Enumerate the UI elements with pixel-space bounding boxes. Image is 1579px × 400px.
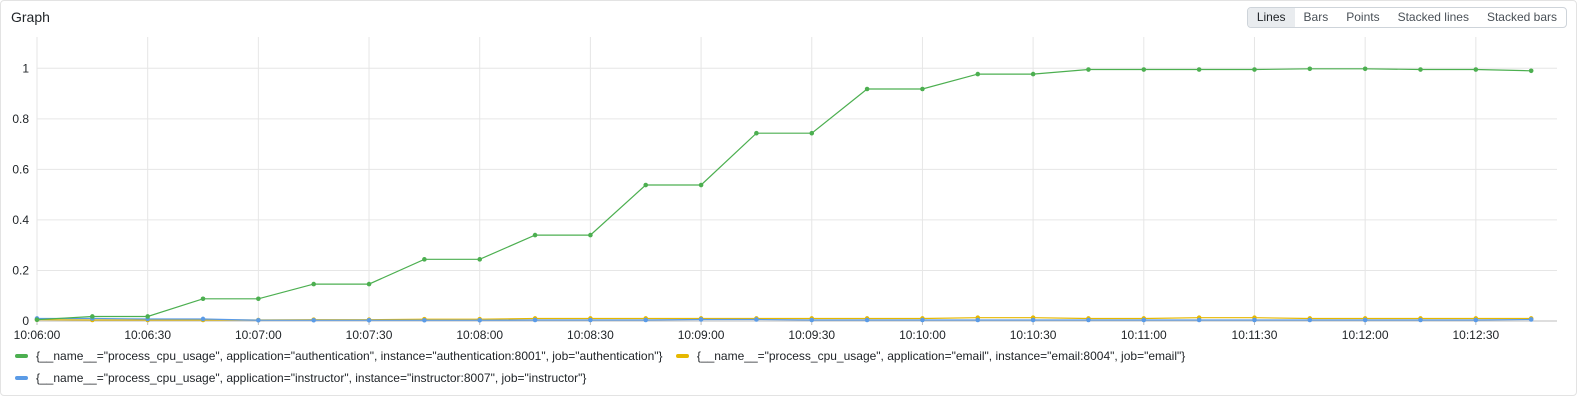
legend-label: {__name__="process_cpu_usage", applicati… <box>36 349 663 363</box>
data-point-instructor <box>1031 318 1036 323</box>
data-point-authentication <box>754 131 759 136</box>
data-point-authentication <box>90 314 95 319</box>
data-point-instructor <box>975 318 980 323</box>
data-point-instructor <box>477 318 482 323</box>
data-point-authentication <box>699 183 704 188</box>
legend-swatch <box>676 354 689 358</box>
y-tick-label: 0.6 <box>12 162 29 176</box>
data-point-authentication <box>1529 69 1534 74</box>
data-point-authentication <box>809 131 814 136</box>
data-point-authentication <box>367 282 372 287</box>
data-point-instructor <box>754 317 759 322</box>
data-point-instructor <box>865 318 870 323</box>
data-point-authentication <box>422 257 427 262</box>
data-point-instructor <box>1197 318 1202 323</box>
x-tick-label: 10:07:00 <box>235 328 282 341</box>
data-point-instructor <box>588 318 593 323</box>
data-point-authentication <box>920 87 925 92</box>
legend-item-email[interactable]: {__name__="process_cpu_usage", applicati… <box>676 345 1185 367</box>
data-point-instructor <box>1252 318 1257 323</box>
y-tick-label: 0 <box>22 314 29 328</box>
x-tick-label: 10:08:00 <box>456 328 503 341</box>
data-point-authentication <box>1363 66 1368 71</box>
y-tick-label: 1 <box>22 61 29 75</box>
data-point-instructor <box>699 317 704 322</box>
data-point-instructor <box>920 318 925 323</box>
data-point-authentication <box>1252 67 1257 72</box>
x-tick-label: 10:12:30 <box>1452 328 1499 341</box>
legend-item-authentication[interactable]: {__name__="process_cpu_usage", applicati… <box>15 345 663 367</box>
y-tick-label: 0.2 <box>12 263 29 277</box>
data-point-authentication <box>1031 72 1036 77</box>
data-point-authentication <box>533 233 538 238</box>
legend-swatch <box>15 354 28 358</box>
data-point-authentication <box>1086 67 1091 72</box>
x-tick-label: 10:12:00 <box>1342 328 1389 341</box>
data-point-instructor <box>1418 318 1423 323</box>
chart-legend: {__name__="process_cpu_usage", applicati… <box>15 345 1555 389</box>
data-point-authentication <box>1418 67 1423 72</box>
data-point-authentication <box>975 72 980 77</box>
data-point-authentication <box>865 87 870 92</box>
x-tick-label: 10:10:00 <box>899 328 946 341</box>
data-point-instructor <box>1086 318 1091 323</box>
data-point-instructor <box>809 318 814 323</box>
y-tick-label: 0.8 <box>12 112 29 126</box>
data-point-instructor <box>422 318 427 323</box>
data-point-instructor <box>1529 317 1534 322</box>
data-point-authentication <box>477 257 482 262</box>
data-point-authentication <box>145 314 150 319</box>
data-point-authentication <box>311 282 316 287</box>
data-point-authentication <box>256 296 261 301</box>
data-point-authentication <box>1474 67 1479 72</box>
data-point-instructor <box>1141 318 1146 323</box>
data-point-instructor <box>643 318 648 323</box>
data-point-instructor <box>1363 318 1368 323</box>
data-point-instructor <box>367 318 372 323</box>
series-line-authentication <box>37 69 1531 320</box>
data-point-instructor <box>311 318 316 323</box>
x-tick-label: 10:06:00 <box>14 328 61 341</box>
y-tick-label: 0.4 <box>12 213 29 227</box>
data-point-authentication <box>643 183 648 188</box>
line-chart[interactable]: 0 0.2 0.4 0.6 0.8 1 10:06:00 10:06:30 10:07:00 10… <box>1 1 1578 341</box>
legend-label: {__name__="process_cpu_usage", applicati… <box>36 371 586 385</box>
x-tick-label: 10:09:00 <box>678 328 725 341</box>
x-tick-label: 10:07:30 <box>346 328 393 341</box>
data-point-authentication <box>1141 67 1146 72</box>
x-tick-label: 10:11:00 <box>1121 328 1167 341</box>
legend-swatch <box>15 376 28 380</box>
data-point-instructor <box>533 318 538 323</box>
legend-item-instructor[interactable]: {__name__="process_cpu_usage", applicati… <box>15 367 586 389</box>
data-point-instructor <box>1474 318 1479 323</box>
data-point-instructor <box>256 318 261 323</box>
x-tick-label: 10:09:30 <box>788 328 835 341</box>
x-tick-label: 10:10:30 <box>1010 328 1057 341</box>
data-point-authentication <box>1308 66 1313 71</box>
x-tick-label: 10:08:30 <box>567 328 614 341</box>
data-point-authentication <box>588 233 593 238</box>
data-point-authentication <box>1197 67 1202 72</box>
x-tick-label: 10:06:30 <box>124 328 171 341</box>
data-point-instructor <box>201 317 206 322</box>
data-point-authentication <box>201 296 206 301</box>
legend-label: {__name__="process_cpu_usage", applicati… <box>697 349 1185 363</box>
data-point-authentication <box>35 317 40 322</box>
x-tick-label: 10:11:30 <box>1232 328 1278 341</box>
data-point-instructor <box>1308 318 1313 323</box>
